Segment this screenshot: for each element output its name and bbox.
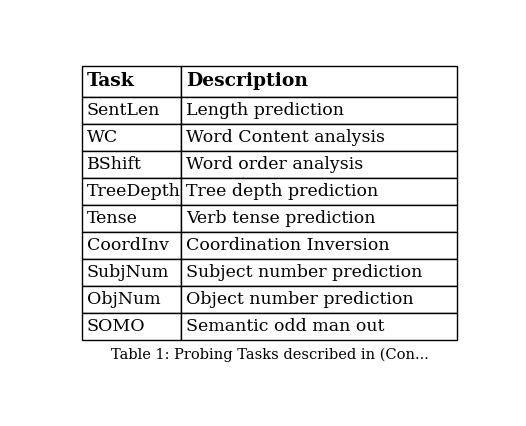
Text: Word Content analysis: Word Content analysis xyxy=(186,129,386,146)
Text: SentLen: SentLen xyxy=(87,102,160,119)
Bar xyxy=(181,232,457,259)
Text: Coordination Inversion: Coordination Inversion xyxy=(186,237,390,254)
Bar xyxy=(181,151,457,178)
Bar xyxy=(82,66,181,97)
Bar xyxy=(82,313,181,340)
Bar xyxy=(82,151,181,178)
Text: SubjNum: SubjNum xyxy=(87,264,169,281)
Text: Word order analysis: Word order analysis xyxy=(186,156,363,173)
Bar xyxy=(181,178,457,205)
Text: Subject number prediction: Subject number prediction xyxy=(186,264,423,281)
Text: TreeDepth: TreeDepth xyxy=(87,183,181,200)
Bar xyxy=(181,97,457,124)
Bar xyxy=(181,205,457,232)
Text: Tense: Tense xyxy=(87,210,138,227)
Text: Task: Task xyxy=(87,72,135,90)
Text: WC: WC xyxy=(87,129,118,146)
Bar xyxy=(82,178,181,205)
Text: SOMO: SOMO xyxy=(87,318,146,335)
Bar xyxy=(181,313,457,340)
Bar xyxy=(82,97,181,124)
Bar xyxy=(82,232,181,259)
Bar xyxy=(181,66,457,97)
Text: Tree depth prediction: Tree depth prediction xyxy=(186,183,379,200)
Text: BShift: BShift xyxy=(87,156,142,173)
Bar xyxy=(82,286,181,313)
Text: Length prediction: Length prediction xyxy=(186,102,345,119)
Text: Semantic odd man out: Semantic odd man out xyxy=(186,318,385,335)
Bar xyxy=(82,124,181,151)
Bar xyxy=(181,259,457,286)
Text: Verb tense prediction: Verb tense prediction xyxy=(186,210,376,227)
Text: Description: Description xyxy=(186,72,308,90)
Bar xyxy=(181,286,457,313)
Bar xyxy=(82,205,181,232)
Bar xyxy=(181,124,457,151)
Text: CoordInv: CoordInv xyxy=(87,237,169,254)
Bar xyxy=(82,259,181,286)
Text: ObjNum: ObjNum xyxy=(87,291,160,308)
Text: Object number prediction: Object number prediction xyxy=(186,291,414,308)
Text: Table 1: Probing Tasks described in (Con...: Table 1: Probing Tasks described in (Con… xyxy=(110,347,429,362)
